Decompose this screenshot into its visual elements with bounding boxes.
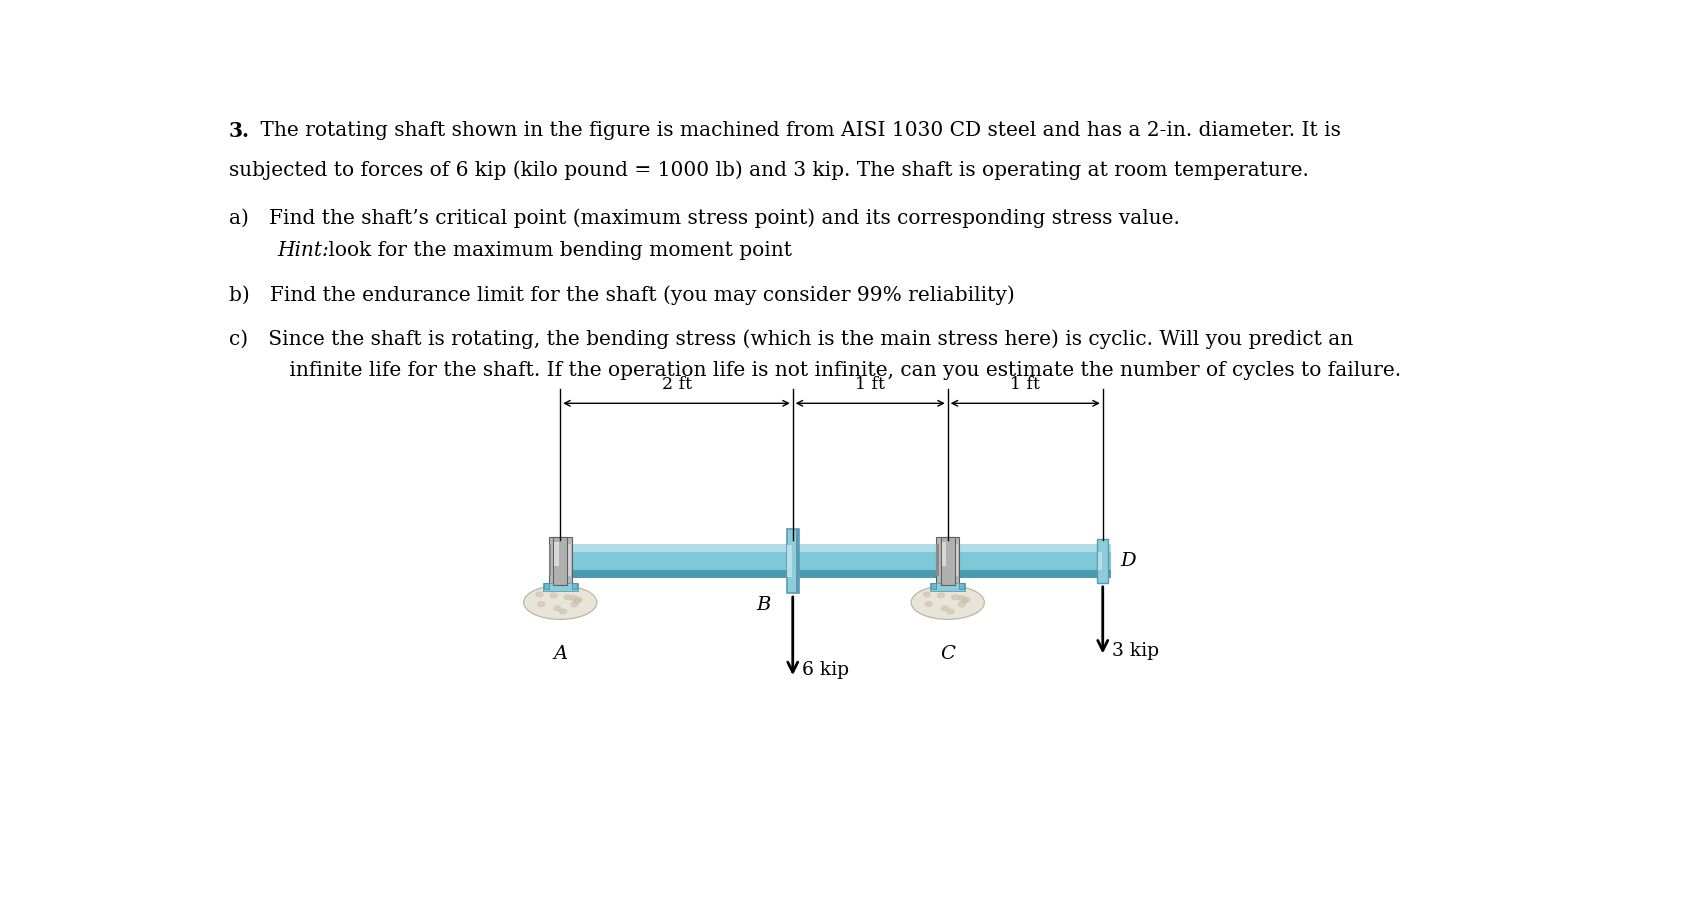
Ellipse shape <box>523 585 597 619</box>
Ellipse shape <box>570 602 577 606</box>
Bar <box>543 583 577 591</box>
Bar <box>787 545 792 577</box>
Bar <box>936 544 939 576</box>
Text: Hint:: Hint: <box>277 241 330 260</box>
Text: a) Find the shaft’s critical point (maximum stress point) and its corresponding : a) Find the shaft’s critical point (maxi… <box>228 209 1179 228</box>
Ellipse shape <box>937 593 944 597</box>
Ellipse shape <box>951 594 959 600</box>
Ellipse shape <box>575 597 582 602</box>
Ellipse shape <box>538 602 545 606</box>
Bar <box>959 583 964 589</box>
Bar <box>543 583 548 589</box>
Ellipse shape <box>560 609 567 614</box>
Ellipse shape <box>563 594 572 600</box>
Text: 6 kip: 6 kip <box>802 661 849 679</box>
Bar <box>553 571 1110 578</box>
Bar <box>553 549 1110 571</box>
Ellipse shape <box>961 598 968 603</box>
Text: 2 ft: 2 ft <box>662 376 692 393</box>
Bar <box>931 583 964 591</box>
Ellipse shape <box>941 606 948 611</box>
Text: A: A <box>553 645 567 663</box>
Bar <box>787 529 799 594</box>
Ellipse shape <box>948 609 954 614</box>
Text: D: D <box>1120 552 1135 570</box>
Text: look for the maximum bending moment point: look for the maximum bending moment poin… <box>321 241 792 260</box>
Bar <box>572 583 577 589</box>
Text: 1 ft: 1 ft <box>856 376 885 393</box>
Text: b) Find the endurance limit for the shaft (you may consider 99% reliability): b) Find the endurance limit for the shaf… <box>228 285 1014 304</box>
Text: B: B <box>756 596 772 615</box>
Ellipse shape <box>574 598 580 603</box>
Ellipse shape <box>570 595 577 600</box>
Ellipse shape <box>550 593 557 597</box>
Ellipse shape <box>926 602 932 606</box>
Bar <box>553 542 558 566</box>
Bar <box>553 544 1110 551</box>
Bar <box>931 583 936 589</box>
Ellipse shape <box>958 595 964 600</box>
Text: subjected to forces of 6 kip (kilo pound = 1000 lb) and 3 kip. The shaft is oper: subjected to forces of 6 kip (kilo pound… <box>228 160 1308 180</box>
Ellipse shape <box>536 592 543 596</box>
Bar <box>936 537 959 583</box>
Text: 1 ft: 1 ft <box>1010 376 1041 393</box>
Bar <box>548 537 572 583</box>
Bar <box>562 544 570 576</box>
Text: infinite life for the shaft. If the operation life is not infinite, can you esti: infinite life for the shaft. If the oper… <box>228 361 1401 380</box>
Bar <box>941 538 954 584</box>
Bar <box>941 542 946 566</box>
Bar <box>1098 540 1108 583</box>
Bar <box>951 544 958 576</box>
Bar <box>1098 552 1101 570</box>
Text: 3.: 3. <box>228 121 249 141</box>
Text: c) Since the shaft is rotating, the bending stress (which is the main stress her: c) Since the shaft is rotating, the bend… <box>228 329 1354 349</box>
Bar <box>553 538 567 584</box>
Bar <box>548 544 552 576</box>
Ellipse shape <box>924 592 931 596</box>
Ellipse shape <box>553 606 560 611</box>
Ellipse shape <box>958 602 964 606</box>
Ellipse shape <box>963 597 970 602</box>
Text: 3 kip: 3 kip <box>1112 642 1159 660</box>
Text: The rotating shaft shown in the figure is machined from AISI 1030 CD steel and h: The rotating shaft shown in the figure i… <box>254 121 1342 140</box>
Text: C: C <box>941 645 956 663</box>
Ellipse shape <box>910 585 985 619</box>
Bar <box>795 529 799 594</box>
